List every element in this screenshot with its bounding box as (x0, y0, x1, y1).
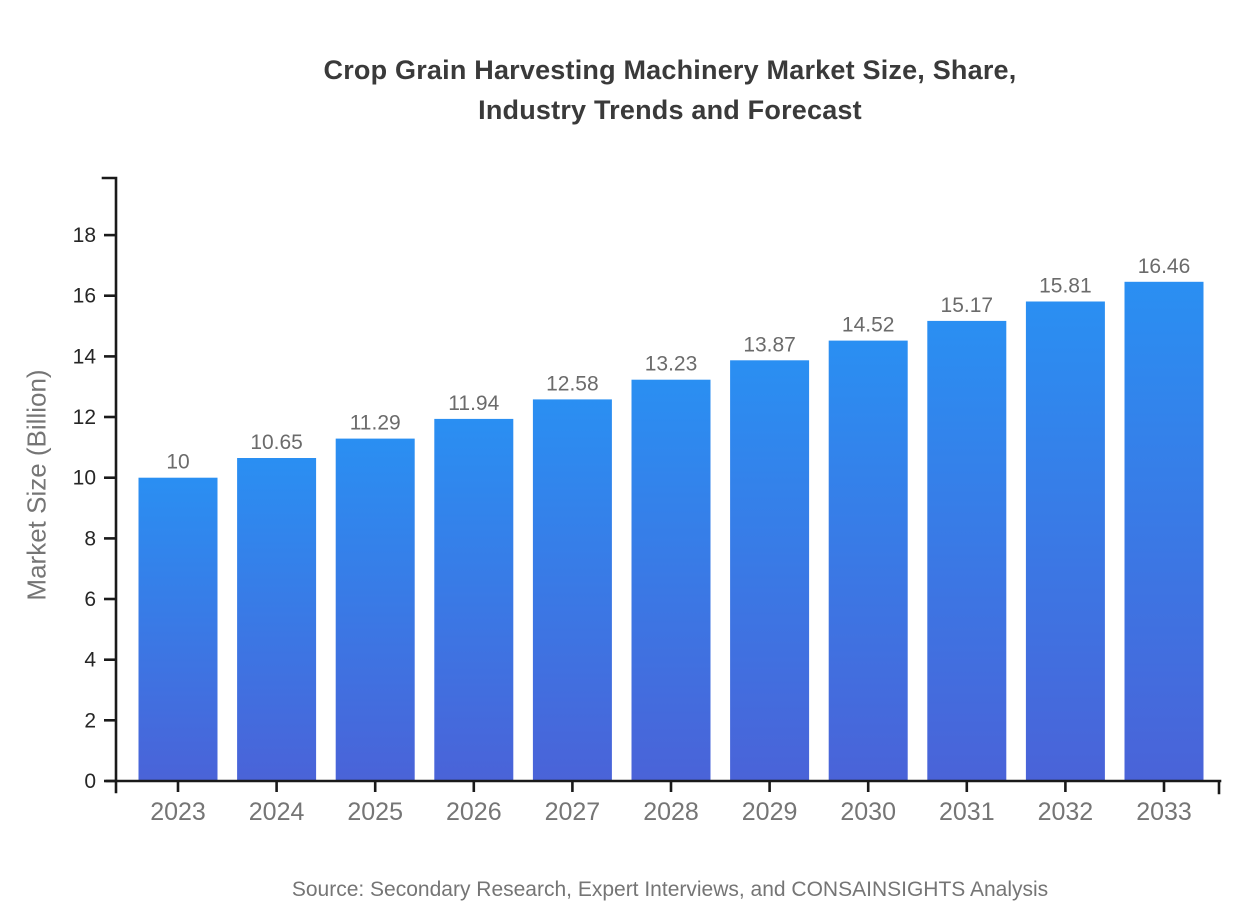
x-axis-tick-label: 2024 (249, 798, 305, 826)
y-axis-tick-label: 10 (73, 467, 96, 490)
bar-value-label: 11.29 (350, 412, 401, 435)
bar-value-label: 13.23 (645, 353, 698, 376)
y-axis-tick-label: 6 (84, 588, 96, 611)
x-axis-tick-label: 2030 (840, 798, 896, 826)
x-axis-line (105, 779, 1222, 795)
bar-2026 (434, 418, 514, 781)
bar-value-label: 14.52 (842, 314, 895, 337)
y-axis-tick-label: 12 (73, 406, 96, 429)
x-axis-tick-label: 2023 (150, 798, 206, 826)
y-axis-tick-label: 0 (84, 770, 96, 793)
x-axis-tick-label: 2028 (643, 798, 699, 826)
x-axis-tick-label: 2027 (545, 798, 601, 826)
y-axis-tick-label: 8 (84, 527, 96, 550)
y-axis-tick-label: 2 (84, 709, 96, 732)
y-axis-line (101, 176, 118, 794)
bar-value-label: 10 (166, 451, 189, 474)
bar-2033 (1124, 281, 1204, 781)
y-axis-title: Market Size (Billion) (21, 369, 52, 601)
source-note: Source: Secondary Research, Expert Inter… (291, 878, 1049, 901)
y-axis-tick-label: 4 (84, 649, 96, 672)
x-axis-tick-label: 2026 (446, 798, 502, 826)
x-axis-tick-label: 2029 (742, 798, 798, 826)
y-axis-tick-label: 14 (73, 345, 97, 368)
bar-2027 (532, 399, 612, 781)
chart-title: Crop Grain Harvesting Machinery Market S… (0, 50, 1260, 130)
chart-title-line1: Crop Grain Harvesting Machinery Market S… (323, 55, 1017, 85)
bar-value-label: 11.94 (448, 392, 499, 415)
x-axis-tick-label: 2033 (1136, 798, 1192, 826)
x-axis-tick-label: 2025 (347, 798, 403, 826)
bar-2023 (138, 477, 218, 781)
y-axis-tick-label: 16 (73, 285, 96, 308)
bar-2031 (927, 320, 1007, 781)
bar-2028 (631, 379, 711, 781)
bar-value-label: 15.17 (941, 294, 994, 317)
x-axis-tick-label: 2031 (939, 798, 995, 826)
bar-2032 (1025, 301, 1105, 781)
bar-2024 (237, 458, 317, 781)
bar-value-label: 13.87 (743, 333, 796, 356)
bar-2025 (335, 438, 415, 781)
bar-value-label: 12.58 (546, 372, 599, 395)
bar-value-label: 10.65 (250, 431, 303, 454)
bar-2030 (828, 340, 908, 781)
bar-value-label: 16.46 (1138, 255, 1191, 278)
y-axis-tick-label: 18 (73, 224, 96, 247)
chart-title-line2: Industry Trends and Forecast (478, 95, 862, 125)
bar-2029 (730, 360, 810, 781)
bar-value-label: 15.81 (1039, 275, 1092, 298)
x-axis-tick-label: 2032 (1038, 798, 1094, 826)
